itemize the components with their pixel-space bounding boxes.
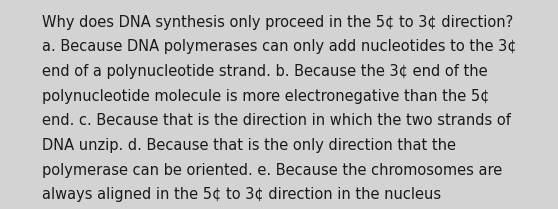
- Text: polymerase can be oriented. e. Because the chromosomes are: polymerase can be oriented. e. Because t…: [42, 163, 502, 178]
- Text: end of a polynucleotide strand. b. Because the 3¢ end of the: end of a polynucleotide strand. b. Becau…: [42, 64, 488, 79]
- Text: always aligned in the 5¢ to 3¢ direction in the nucleus: always aligned in the 5¢ to 3¢ direction…: [42, 187, 441, 202]
- Text: Why does DNA synthesis only proceed in the 5¢ to 3¢ direction?: Why does DNA synthesis only proceed in t…: [42, 15, 513, 30]
- Text: DNA unzip. d. Because that is the only direction that the: DNA unzip. d. Because that is the only d…: [42, 138, 456, 153]
- Text: a. Because DNA polymerases can only add nucleotides to the 3¢: a. Because DNA polymerases can only add …: [42, 39, 517, 54]
- Text: polynucleotide molecule is more electronegative than the 5¢: polynucleotide molecule is more electron…: [42, 89, 489, 104]
- Text: end. c. Because that is the direction in which the two strands of: end. c. Because that is the direction in…: [42, 113, 511, 128]
